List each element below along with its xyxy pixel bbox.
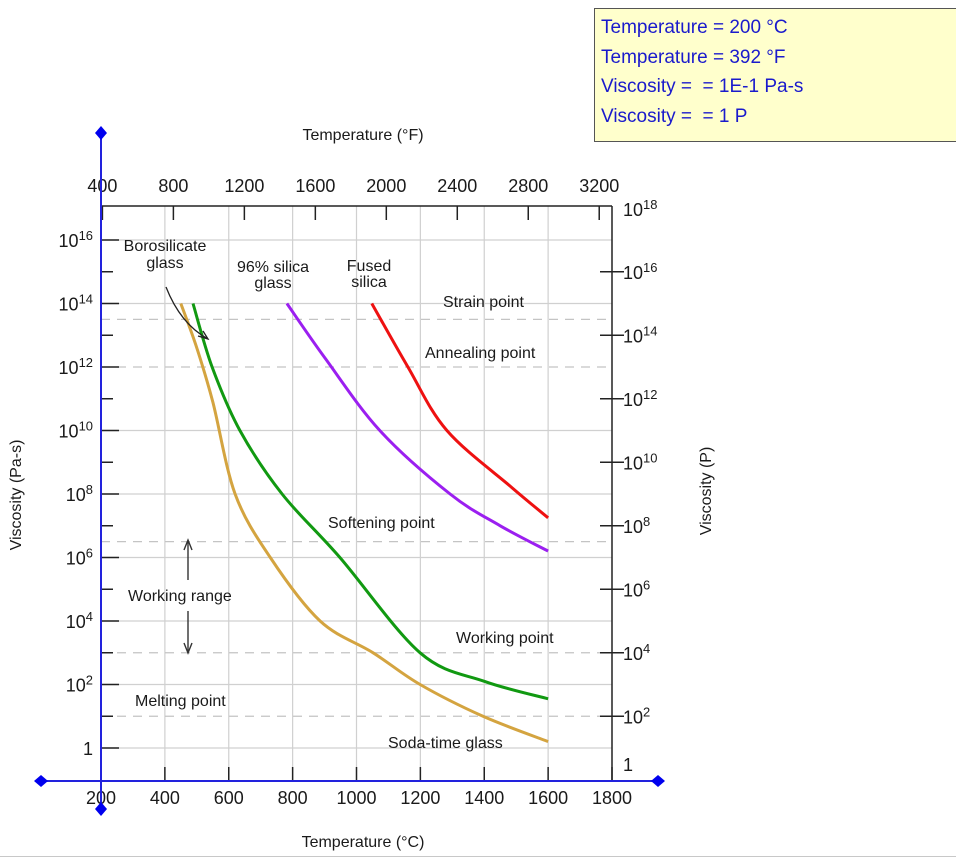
series-fused-silica: [370, 302, 550, 519]
y2-tick-label: 102: [623, 704, 650, 727]
y-tick-label: 1012: [59, 355, 93, 378]
readout-viscosity-p: Viscosity = = 1 P: [601, 105, 748, 127]
y-tick-label: 1016: [59, 228, 93, 251]
label-working-range: Working range: [128, 588, 232, 605]
plot-frame: [101, 205, 613, 781]
x2-tick-label: 800: [158, 176, 188, 196]
series-borosilicate-glass: [191, 303, 549, 701]
y2-tick-label: 1016: [623, 260, 657, 283]
y-tick-label: 106: [66, 546, 93, 569]
x-tick-label: 1800: [592, 788, 632, 808]
x-tick-label: 1000: [336, 788, 376, 808]
grid: [101, 206, 612, 781]
y2-tick-label: 108: [623, 514, 650, 537]
cursor-handle-bottom[interactable]: [95, 802, 107, 816]
series-group: [179, 302, 550, 743]
label-working-point: Working point: [456, 630, 554, 647]
label-borosilicate-1: Borosilicate: [124, 238, 207, 255]
x2-tick-label: 1600: [295, 176, 335, 196]
series-96-silica-glass: [285, 302, 549, 553]
x-tick-label: 1200: [400, 788, 440, 808]
bottom-divider: [0, 856, 956, 857]
working-range-arrows: [183, 538, 193, 655]
y-tick-label: 1: [83, 739, 93, 759]
label-soda-lime-glass: Soda-time glass: [388, 735, 503, 752]
label-borosilicate-2: glass: [146, 255, 183, 272]
y2-tick-label: 1018: [623, 197, 657, 220]
series-soda-lime-glass: [179, 302, 549, 743]
cursor-handle-left[interactable]: [34, 775, 48, 787]
cursor-crosshair[interactable]: [34, 126, 665, 816]
y2-tick-label: 1: [623, 755, 633, 775]
y-tick-label: 1010: [59, 419, 93, 442]
y2-tick-label: 104: [623, 641, 650, 664]
readout-viscosity-pas: Viscosity = = 1E-1 Pa-s: [601, 76, 804, 97]
x-tick-label: 600: [214, 788, 244, 808]
x2-tick-label: 2000: [366, 176, 406, 196]
y2-tick-label: 1010: [623, 450, 657, 473]
readout-temperature-c: Temperature = 200 °C: [601, 17, 788, 38]
x2-axis-title: Temperature (°F): [302, 127, 423, 144]
y2-axis-title: Viscosity (P): [698, 447, 715, 536]
x2-tick-label: 3200: [579, 176, 619, 196]
x2-tick-label: 1200: [224, 176, 264, 196]
x-axis-title: Temperature (°C): [302, 834, 425, 851]
label-annealing-point: Annealing point: [425, 345, 536, 362]
y2-tick-label: 1014: [623, 323, 657, 346]
x-tick-label: 1600: [528, 788, 568, 808]
label-96-silica-2: glass: [254, 275, 291, 292]
y-axis-title: Viscosity (Pa-s): [8, 440, 25, 551]
label-fused-silica-1: Fused: [347, 258, 391, 275]
y2-tick-label: 106: [623, 577, 650, 600]
label-96-silica-1: 96% silica: [237, 259, 309, 276]
y-tick-label: 104: [66, 609, 93, 632]
y-tick-label: 108: [66, 482, 93, 505]
readout-box: Temperature = 200 °C Temperature = 392 °…: [594, 8, 956, 142]
y-tick-label: 102: [66, 673, 93, 696]
annotations: Borosilicate glass 96% silica glass Fuse…: [124, 238, 554, 752]
x-tick-label: 400: [150, 788, 180, 808]
label-fused-silica-2: silica: [351, 274, 387, 291]
borosilicate-arrow: [165, 286, 210, 341]
x2-tick-label: 2400: [437, 176, 477, 196]
readout-temperature-f: Temperature = 392 °F: [601, 46, 786, 68]
x2-tick-label: 400: [87, 176, 117, 196]
label-softening-point: Softening point: [328, 515, 435, 532]
x-tick-label: 800: [278, 788, 308, 808]
label-strain-point: Strain point: [443, 294, 524, 311]
y2-tick-label: 1012: [623, 387, 657, 410]
x2-tick-label: 2800: [508, 176, 548, 196]
cursor-handle-top[interactable]: [95, 126, 107, 140]
y-tick-label: 1014: [59, 292, 93, 315]
x-tick-label: 1400: [464, 788, 504, 808]
cursor-handle-right[interactable]: [651, 775, 665, 787]
label-melting-point: Melting point: [135, 693, 226, 710]
